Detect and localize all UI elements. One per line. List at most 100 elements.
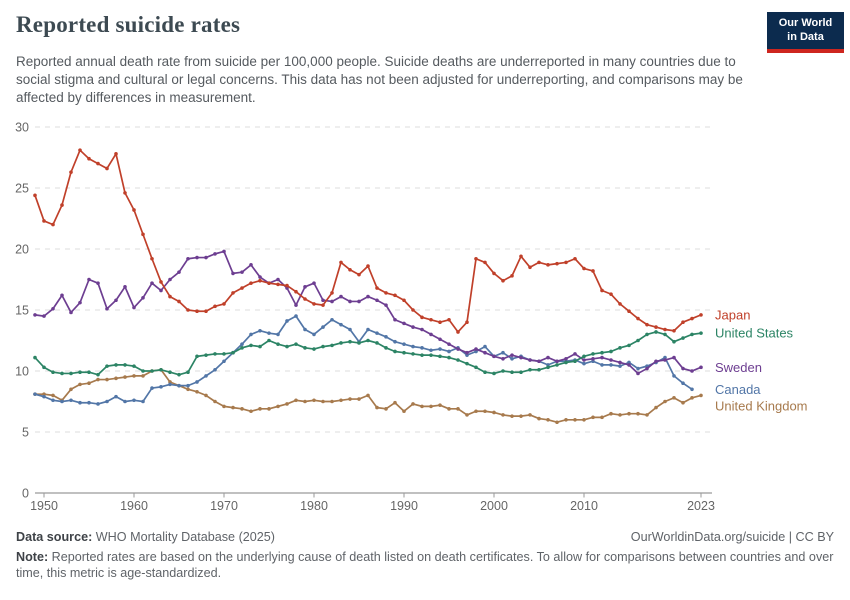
- line-sweden: [34, 250, 702, 375]
- note-label: Note:: [16, 550, 49, 564]
- marker-sweden: [411, 325, 415, 329]
- marker-united-states: [321, 344, 325, 349]
- marker-united-states: [456, 358, 460, 362]
- marker-japan: [573, 256, 577, 261]
- marker-united-states: [312, 347, 316, 351]
- marker-canada: [366, 327, 370, 332]
- marker-united-kingdom: [447, 407, 451, 411]
- marker-sweden: [231, 271, 235, 276]
- marker-united-kingdom: [582, 418, 586, 422]
- marker-united-kingdom: [249, 409, 253, 414]
- marker-united-kingdom: [357, 397, 361, 401]
- marker-united-states: [303, 346, 307, 350]
- marker-united-kingdom: [645, 413, 649, 417]
- marker-sweden: [177, 270, 181, 274]
- marker-japan: [96, 161, 100, 166]
- marker-sweden: [321, 298, 325, 303]
- marker-united-states: [267, 338, 271, 343]
- marker-united-kingdom: [420, 404, 424, 409]
- marker-japan: [276, 282, 280, 287]
- marker-united-kingdom: [366, 393, 370, 398]
- marker-japan: [159, 280, 163, 284]
- marker-united-kingdom: [267, 407, 271, 411]
- marker-canada: [618, 364, 622, 368]
- owid-logo[interactable]: Our World in Data: [767, 12, 844, 53]
- marker-united-kingdom: [96, 377, 100, 382]
- marker-japan: [348, 267, 352, 272]
- marker-united-states: [492, 371, 496, 376]
- marker-canada: [204, 374, 208, 378]
- marker-japan: [240, 286, 244, 290]
- marker-sweden: [546, 355, 550, 360]
- marker-japan: [609, 292, 613, 296]
- marker-sweden: [690, 369, 694, 373]
- marker-united-states: [339, 341, 343, 345]
- marker-united-kingdom: [132, 374, 136, 378]
- marker-sweden: [339, 294, 343, 299]
- marker-japan: [150, 256, 154, 261]
- marker-united-states: [69, 371, 73, 376]
- marker-sweden: [222, 249, 226, 254]
- data-source-label: Data source:: [16, 530, 93, 544]
- marker-canada: [501, 350, 505, 355]
- marker-united-states: [384, 346, 388, 350]
- marker-sweden: [366, 294, 370, 299]
- marker-japan: [627, 309, 631, 314]
- marker-canada: [303, 327, 307, 332]
- chart-subtitle: Reported annual death rate from suicide …: [16, 54, 743, 105]
- marker-japan: [681, 320, 685, 325]
- marker-sweden: [105, 306, 109, 311]
- marker-canada: [600, 363, 604, 367]
- data-source: Data source: WHO Mortality Database (202…: [16, 530, 275, 544]
- marker-canada: [105, 399, 109, 404]
- marker-canada: [402, 342, 406, 346]
- marker-united-states: [429, 353, 433, 357]
- marker-canada: [294, 314, 298, 318]
- marker-sweden: [159, 288, 163, 293]
- marker-canada: [393, 339, 397, 344]
- x-tick-label-2000: 2000: [480, 499, 508, 513]
- marker-united-kingdom: [474, 409, 478, 414]
- marker-united-kingdom: [78, 382, 82, 387]
- marker-united-states: [330, 343, 334, 348]
- y-tick-label-25: 25: [15, 182, 29, 196]
- marker-japan: [177, 299, 181, 304]
- marker-japan: [636, 316, 640, 321]
- marker-canada: [267, 331, 271, 335]
- marker-canada: [60, 399, 64, 404]
- marker-sweden: [492, 354, 496, 359]
- marker-united-states: [168, 370, 172, 375]
- marker-sweden: [123, 285, 127, 289]
- marker-united-kingdom: [375, 405, 379, 410]
- marker-sweden: [357, 299, 361, 304]
- series-label-canada: Canada: [715, 382, 761, 397]
- marker-canada: [447, 349, 451, 354]
- marker-united-states: [186, 370, 190, 375]
- marker-sweden: [672, 355, 676, 360]
- x-tick-label-1980: 1980: [300, 499, 328, 513]
- owid-logo-line2: in Data: [787, 30, 824, 43]
- marker-japan: [411, 308, 415, 312]
- owid-url-license[interactable]: OurWorldinData.org/suicide | CC BY: [630, 530, 834, 544]
- marker-canada: [276, 332, 280, 337]
- marker-japan: [87, 156, 91, 161]
- marker-sweden: [663, 358, 667, 362]
- marker-canada: [141, 399, 145, 404]
- marker-sweden: [654, 359, 658, 364]
- marker-united-states: [375, 341, 379, 345]
- marker-united-states: [96, 372, 100, 377]
- marker-sweden: [96, 281, 100, 285]
- marker-united-states: [141, 369, 145, 373]
- marker-united-states: [654, 330, 658, 334]
- marker-sweden: [555, 359, 559, 364]
- marker-sweden: [51, 306, 55, 311]
- marker-sweden: [429, 332, 433, 337]
- marker-united-kingdom: [501, 413, 505, 417]
- marker-sweden: [312, 281, 316, 285]
- marker-united-kingdom: [438, 403, 442, 407]
- marker-united-kingdom: [339, 398, 343, 403]
- marker-united-states: [411, 352, 415, 356]
- marker-sweden: [33, 313, 37, 317]
- marker-united-states: [618, 346, 622, 350]
- marker-japan: [519, 254, 523, 259]
